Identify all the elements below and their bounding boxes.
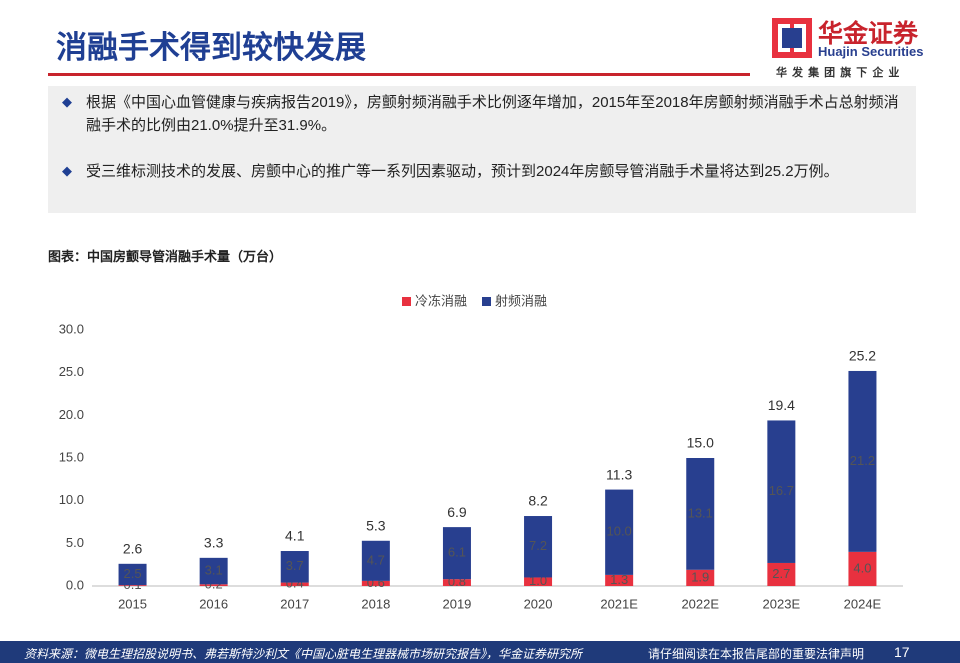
bar-value-label: 4.7 <box>367 552 385 567</box>
logo-tagline: 华 发 集 团 旗 下 企 业 <box>776 67 901 79</box>
x-tick-label: 2018 <box>361 596 390 611</box>
bar-value-label: 1.3 <box>610 572 628 587</box>
logo-english: Huajin Securities <box>818 44 924 59</box>
total-label: 6.9 <box>447 504 467 520</box>
y-tick-label: 20.0 <box>59 407 84 422</box>
bar-segment <box>686 569 715 586</box>
x-tick-label: 2015 <box>118 596 147 611</box>
y-tick-label: 5.0 <box>66 535 84 550</box>
bar-value-label: 1.9 <box>691 569 709 584</box>
bar-segment <box>199 557 228 585</box>
logo-name: 华金证券 <box>818 20 919 48</box>
total-label: 15.0 <box>687 435 714 451</box>
x-tick-label: 2021E <box>600 596 638 611</box>
x-tick-label: 2020 <box>524 596 553 611</box>
legend-swatch <box>402 297 411 306</box>
bar-value-label: 7.2 <box>529 538 547 553</box>
slide-title: 消融手术得到较快发展 <box>56 30 366 65</box>
bar-segment <box>767 420 796 563</box>
bar-value-label: 13.1 <box>688 505 713 520</box>
bar-segment <box>280 551 309 583</box>
bar-value-label: 2.7 <box>772 566 790 581</box>
bullet-text: 根据《中国心血管健康与疾病报告2019》，房颤射频消融手术比例逐年增加，2015… <box>86 94 899 134</box>
chart: 0.05.010.015.020.025.030.0冷冻消融射频消融20150.… <box>59 293 903 611</box>
source: 资料来源：微电生理招股说明书、弗若斯特沙利文《中国心脏电生理器械市场研究报告》，… <box>24 647 583 661</box>
bar-segment <box>280 582 309 586</box>
bar-segment <box>118 563 147 586</box>
bar-segment <box>118 585 147 586</box>
bar-value-label: 6.1 <box>448 545 466 560</box>
summary-box: ◆ 根据《中国心血管健康与疾病报告2019》，房颤射频消融手术比例逐年增加，20… <box>48 86 916 213</box>
bar-segment <box>442 527 471 580</box>
bar-segment <box>767 562 796 586</box>
total-label: 4.1 <box>285 528 305 544</box>
title-rule <box>48 73 750 76</box>
bar-segment <box>848 370 877 552</box>
bar-segment <box>524 516 553 578</box>
bar-segment <box>848 551 877 586</box>
bar-value-label: 16.7 <box>769 483 794 498</box>
y-tick-label: 30.0 <box>59 321 84 336</box>
x-tick-label: 2023E <box>763 596 801 611</box>
y-tick-label: 25.0 <box>59 364 84 379</box>
total-label: 11.3 <box>606 466 632 482</box>
y-tick-label: 15.0 <box>59 449 84 464</box>
total-label: 2.6 <box>123 541 143 557</box>
bar-segment <box>524 577 553 586</box>
bar-value-label: 4.0 <box>853 560 871 575</box>
bullet-icon: ◆ <box>62 163 72 178</box>
page-number: 17 <box>894 644 910 660</box>
total-label: 25.2 <box>849 348 876 364</box>
x-tick-label: 2024E <box>844 596 882 611</box>
bar-value-label: 2.5 <box>124 566 142 581</box>
legend-label: 冷冻消融 <box>415 293 467 308</box>
footer: 资料来源：微电生理招股说明书、弗若斯特沙利文《中国心脏电生理器械市场研究报告》，… <box>0 641 960 663</box>
bar-segment <box>361 580 390 586</box>
bullet-text: 受三维标测技术的发展、房颤中心的推广等一系列因素驱动，预计到2024年房颤导管消… <box>86 163 839 180</box>
x-tick-label: 2017 <box>280 596 309 611</box>
bar-segment <box>605 574 634 586</box>
bar-segment <box>361 540 390 581</box>
bar-value-label: 3.7 <box>286 558 304 573</box>
total-label: 8.2 <box>528 493 548 509</box>
y-tick-label: 10.0 <box>59 492 84 507</box>
legend-label: 射频消融 <box>495 293 547 308</box>
bar-value-label: 21.2 <box>850 453 875 468</box>
bullet-icon: ◆ <box>62 94 72 109</box>
y-tick-label: 0.0 <box>66 577 84 592</box>
total-label: 19.4 <box>768 397 795 413</box>
bar-value-label: 10.0 <box>606 524 631 539</box>
legend-swatch <box>482 297 491 306</box>
bar-value-label: 3.1 <box>205 563 223 578</box>
x-tick-label: 2022E <box>681 596 719 611</box>
chart-caption: 图表：中国房颤导管消融手术量（万台） <box>48 249 283 264</box>
logo-icon <box>772 18 812 58</box>
x-tick-label: 2016 <box>199 596 228 611</box>
bar-segment <box>442 579 471 586</box>
total-label: 5.3 <box>366 517 386 533</box>
bar-segment <box>605 489 634 575</box>
bar-segment <box>686 458 715 570</box>
total-label: 3.3 <box>204 535 224 551</box>
disclaimer: 请仔细阅读在本报告尾部的重要法律声明 <box>648 647 865 661</box>
x-tick-label: 2019 <box>442 596 471 611</box>
bar-segment <box>199 584 228 586</box>
